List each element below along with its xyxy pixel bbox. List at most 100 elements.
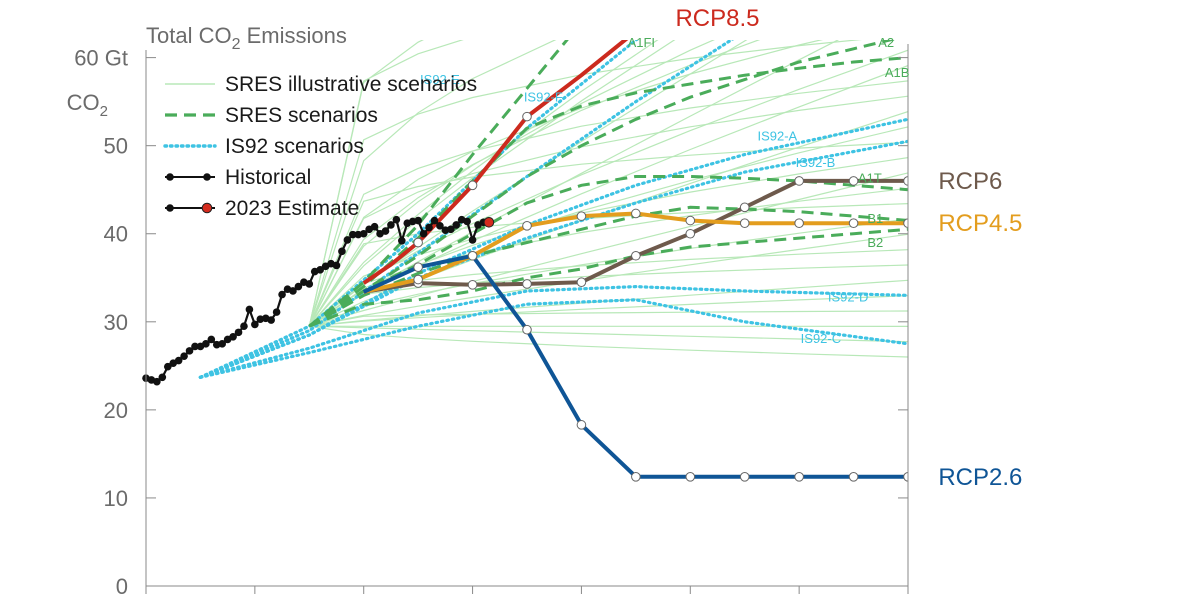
rcp-marker-rcp6 xyxy=(576,277,587,287)
legend-item-sres-scenarios: SRES scenarios xyxy=(165,104,378,127)
legend-item-is92-scenarios: IS92 scenarios xyxy=(163,135,364,158)
historical-point xyxy=(414,216,422,225)
rcp-marker-rcp6 xyxy=(631,250,641,261)
sres-illustrative-line xyxy=(309,310,908,327)
rcp-marker-rcp4-5 xyxy=(576,211,587,221)
historical-point xyxy=(289,287,297,295)
rcp-label-rcp8-5: RCP8.5 xyxy=(675,5,759,32)
rcp-marker-rcp2-6 xyxy=(903,472,908,482)
rcp-marker-rcp2-6 xyxy=(413,262,423,273)
sres-label-b2: B2 xyxy=(867,235,883,250)
rcp-marker-rcp8-5 xyxy=(413,237,423,248)
sres-label-b1: B1 xyxy=(867,211,883,226)
historical-point xyxy=(338,247,346,256)
y-axis-top-label: 60 Gt xyxy=(74,46,128,71)
rcp-marker-rcp8-5 xyxy=(467,180,478,191)
sres-line-a1fi xyxy=(308,40,569,328)
historical-point xyxy=(272,308,281,316)
estimate-2023-point xyxy=(483,216,495,228)
historical-point xyxy=(452,221,461,229)
rcp-marker-rcp2-6 xyxy=(631,472,641,482)
historical-point xyxy=(158,373,167,382)
rcp-marker-rcp4-5 xyxy=(522,221,532,231)
sres-label-a1fi: A1FI xyxy=(628,35,655,50)
historical-point xyxy=(180,352,188,360)
is92-line-is92-c xyxy=(198,298,908,379)
rcp-marker-rcp2-6 xyxy=(467,250,478,261)
historical-point xyxy=(163,362,172,371)
rcp-lines xyxy=(362,40,908,482)
historical-point xyxy=(202,340,210,348)
legend-dot xyxy=(201,202,213,214)
rcp-marker-rcp6 xyxy=(903,176,908,186)
historical-point xyxy=(436,222,444,230)
historical-point xyxy=(359,229,368,238)
rcp-label-rcp2-6: RCP2.6 xyxy=(938,464,1022,491)
sres-line-a2 xyxy=(308,40,897,328)
historical-point xyxy=(349,230,357,239)
legend-label: Historical xyxy=(225,166,311,189)
sres-label-a1b: A1B xyxy=(885,65,910,80)
rcp-marker-rcp8-5 xyxy=(522,111,532,122)
rcp-marker-rcp4-5 xyxy=(413,274,423,285)
is92-label-is92-f: IS92-F xyxy=(524,90,563,105)
axes: 0 10 20 30 40 50 60 Gt CO2 Total CO2 Emissions xyxy=(67,23,909,599)
historical-point xyxy=(185,347,194,355)
rcp-marker-rcp6 xyxy=(739,202,750,213)
legend-dot xyxy=(166,173,174,181)
is92-label-is92-d: IS92-D xyxy=(828,290,868,305)
rcp-marker-rcp6 xyxy=(685,228,696,239)
sres-illustrative-line xyxy=(309,172,908,327)
historical-point xyxy=(419,229,428,238)
historical-point xyxy=(387,221,395,229)
historical-point xyxy=(191,342,199,351)
sres-illustrative-line xyxy=(308,40,715,327)
y-axis-unit: CO2 xyxy=(67,90,108,120)
historical-point xyxy=(245,305,254,314)
legend-dot xyxy=(203,173,211,181)
historical-point xyxy=(463,217,471,226)
historical-point xyxy=(392,215,401,224)
sres-line-a1b xyxy=(308,56,908,328)
legend-label: SRES illustrative scenarios xyxy=(225,73,477,96)
rcp-marker-rcp6 xyxy=(467,280,478,290)
historical-point xyxy=(229,332,237,341)
historical-point xyxy=(207,335,216,344)
historical-point xyxy=(316,266,324,274)
is92-line-is92-e xyxy=(198,40,639,379)
legend-item-sres-illustrative-scenarios: SRES illustrative scenarios xyxy=(165,73,477,96)
sres-illustrative-line xyxy=(308,40,557,327)
sres-illustrative-line xyxy=(308,40,761,327)
chart-title: Total CO2 Emissions xyxy=(146,23,347,53)
historical-point xyxy=(240,322,248,331)
rcp-label-rcp6: RCP6 xyxy=(938,168,1002,195)
sres-illustrative-line xyxy=(309,233,908,327)
rcp-marker-rcp6 xyxy=(522,279,532,289)
rcp-marker-rcp4-5 xyxy=(848,218,859,228)
legend-label: IS92 scenarios xyxy=(225,135,364,158)
is92-label-is92-b: IS92-B xyxy=(796,155,836,170)
rcp-marker-rcp6 xyxy=(794,176,804,186)
historical-point xyxy=(218,340,226,348)
rcp-marker-rcp2-6 xyxy=(794,472,804,482)
rcp-marker-rcp2-6 xyxy=(576,420,587,430)
legend-item-historical: Historical xyxy=(165,166,311,189)
sres-label-a2: A2 xyxy=(878,35,894,50)
sres-label-a1t: A1T xyxy=(858,171,882,186)
y-tick-label: 30 xyxy=(104,310,128,335)
historical-point xyxy=(267,316,275,324)
series-labels: A1FI A2 A1B A1T B1 B2 IS92-E IS92-F IS92-A IS92-B… xyxy=(420,5,1022,491)
legend: SRES illustrative scenarios SRES scenario… xyxy=(163,73,477,220)
y-tick-label: 40 xyxy=(104,222,128,247)
historical-point xyxy=(251,320,259,329)
historical-point xyxy=(174,356,183,365)
sres-illustrative-line xyxy=(308,40,676,327)
historical-point xyxy=(234,328,243,337)
y-tick-label: 0 xyxy=(116,574,128,599)
legend-item-2023-estimate: 2023 Estimate xyxy=(165,197,359,220)
y-tick-label: 50 xyxy=(104,134,128,159)
is92-label-is92-c: IS92-C xyxy=(801,331,841,346)
rcp-marker-rcp2-6 xyxy=(685,472,696,482)
legend-label: 2023 Estimate xyxy=(225,197,359,220)
